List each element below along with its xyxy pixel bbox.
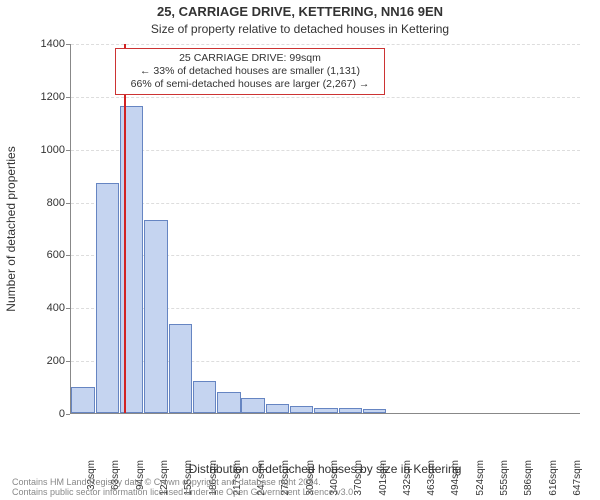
histogram-bar: [339, 408, 362, 413]
y-tick-mark: [66, 97, 70, 98]
x-axis-label: Distribution of detached houses by size …: [70, 462, 580, 476]
y-axis-label: Number of detached properties: [4, 64, 18, 229]
annotation-line: 66% of semi-detached houses are larger (…: [122, 78, 378, 91]
histogram-bar: [217, 392, 240, 413]
y-tick-mark: [66, 308, 70, 309]
histogram-bar: [193, 381, 216, 413]
y-tick-mark: [66, 414, 70, 415]
gridline: [71, 203, 580, 204]
y-tick-label: 1400: [25, 38, 65, 50]
gridline: [71, 44, 580, 45]
histogram-bar: [71, 387, 94, 413]
histogram-bar: [144, 220, 167, 413]
histogram-bar: [266, 404, 289, 413]
histogram-bar: [96, 183, 119, 413]
footer-line: Contains public sector information licen…: [12, 488, 356, 498]
y-tick-label: 800: [25, 197, 65, 209]
chart-container: 25, CARRIAGE DRIVE, KETTERING, NN16 9EN …: [0, 0, 600, 500]
histogram-bar: [169, 324, 192, 413]
histogram-bar: [241, 398, 264, 413]
marker-line: [124, 44, 126, 413]
annotation-box: 25 CARRIAGE DRIVE: 99sqm ← 33% of detach…: [115, 48, 385, 95]
y-tick-mark: [66, 255, 70, 256]
y-tick-mark: [66, 361, 70, 362]
gridline: [71, 150, 580, 151]
chart-subtitle: Size of property relative to detached ho…: [0, 22, 600, 36]
histogram-bar: [363, 409, 386, 413]
histogram-bar: [290, 406, 313, 413]
y-tick-mark: [66, 203, 70, 204]
chart-title: 25, CARRIAGE DRIVE, KETTERING, NN16 9EN: [0, 4, 600, 19]
y-tick-label: 200: [25, 355, 65, 367]
footer-attribution: Contains HM Land Registry data © Crown c…: [12, 478, 356, 498]
y-tick-mark: [66, 44, 70, 45]
plot-area: [70, 44, 580, 414]
y-tick-label: 600: [25, 249, 65, 261]
y-tick-label: 0: [25, 408, 65, 420]
y-tick-label: 1000: [25, 144, 65, 156]
histogram-bar: [314, 408, 337, 413]
y-tick-mark: [66, 150, 70, 151]
y-tick-label: 400: [25, 302, 65, 314]
annotation-line: 25 CARRIAGE DRIVE: 99sqm: [122, 52, 378, 65]
annotation-line: ← 33% of detached houses are smaller (1,…: [122, 65, 378, 78]
y-tick-label: 1200: [25, 91, 65, 103]
gridline: [71, 97, 580, 98]
